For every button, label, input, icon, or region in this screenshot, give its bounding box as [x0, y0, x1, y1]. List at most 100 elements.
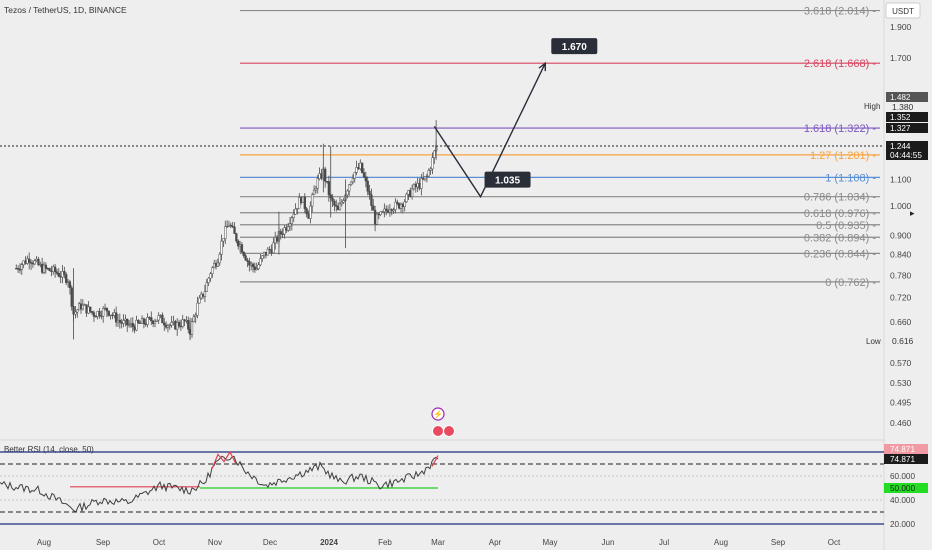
- candle-body: [288, 223, 292, 227]
- candle-body: [229, 224, 232, 227]
- candle-body: [238, 244, 242, 247]
- candle-body: [311, 194, 314, 207]
- candle-body: [386, 210, 390, 213]
- candle-body: [262, 251, 266, 257]
- candle-body: [28, 258, 31, 263]
- cursor-arrow-icon: ▸: [910, 208, 915, 218]
- candle-body: [90, 311, 94, 313]
- candle-body: [398, 203, 401, 209]
- candle-body: [399, 203, 403, 209]
- lightning-event-icon[interactable]: [431, 407, 445, 421]
- candle-body: [394, 201, 397, 210]
- candle-body: [285, 227, 288, 231]
- candle-body: [192, 316, 195, 323]
- projection-path[interactable]: 1.035 1.670: [433, 38, 598, 199]
- candle-body: [102, 308, 105, 317]
- candle-body: [312, 189, 316, 196]
- candle-body: [338, 203, 342, 211]
- fib-level-label: 1.27 (1.201) -: [810, 150, 876, 162]
- candle-body: [336, 206, 340, 211]
- candle-body: [233, 226, 236, 234]
- currency-button[interactable]: [885, 2, 921, 19]
- candle-body: [107, 310, 110, 316]
- candle-body: [251, 263, 255, 268]
- candle-body: [390, 209, 393, 212]
- candle-body: [209, 273, 212, 279]
- candle-body: [66, 281, 70, 283]
- candle-body: [139, 322, 142, 324]
- candle-body: [275, 236, 279, 242]
- candle-body: [116, 319, 120, 323]
- price-badge: [886, 150, 928, 160]
- candle-body: [250, 263, 253, 266]
- candle-body: [355, 167, 358, 173]
- rsi-tick-label: 40.000: [890, 496, 915, 505]
- candle-body: [335, 205, 338, 207]
- fib-level-label: 1.618 (1.322) -: [804, 123, 876, 135]
- candle-body: [316, 178, 319, 189]
- candle-body: [142, 318, 146, 324]
- candle-body: [433, 150, 436, 159]
- price-badge: [886, 92, 928, 102]
- price-badge: [886, 123, 928, 133]
- price-tick-label: 0.495: [890, 397, 912, 407]
- candle-body: [222, 238, 225, 242]
- candle-body: [127, 324, 131, 326]
- price-tick-label: 1.700: [890, 53, 912, 63]
- candle-body: [309, 205, 312, 219]
- candle-body: [349, 181, 353, 186]
- candle-body: [259, 258, 262, 266]
- candle-body: [412, 184, 416, 190]
- fib-level-label: 0 (0.762) -: [825, 277, 876, 289]
- candle-body: [283, 227, 286, 235]
- candle-body: [198, 297, 201, 304]
- candle-body: [18, 269, 22, 271]
- time-tick-label: Aug: [714, 538, 728, 547]
- candle-body: [57, 273, 60, 277]
- candle-body: [39, 263, 42, 266]
- price-tick-label: 0.570: [890, 358, 912, 368]
- candle-body: [270, 249, 273, 254]
- candle-body: [24, 260, 27, 264]
- candle-body: [353, 172, 356, 179]
- candle-body: [65, 274, 68, 283]
- candle-body: [131, 322, 134, 328]
- candle-body: [140, 318, 144, 324]
- rsi-title: Better RSI (14, close, 50): [4, 445, 94, 454]
- candle-body: [405, 193, 408, 203]
- time-tick-label: Dec: [263, 538, 277, 547]
- candle-body: [187, 320, 190, 330]
- rsi-overbought-segment: [211, 450, 237, 470]
- candle-body: [359, 162, 362, 170]
- candle-body: [120, 322, 123, 324]
- candle-body: [79, 303, 83, 310]
- candle-body: [63, 271, 66, 275]
- candle-body: [15, 268, 18, 270]
- dividend-event-icon[interactable]: [432, 425, 444, 437]
- projection-line[interactable]: [433, 62, 546, 199]
- candle-body: [203, 291, 207, 297]
- candle-body: [129, 322, 133, 325]
- candle-body: [364, 176, 368, 182]
- candle-body: [100, 315, 103, 317]
- time-tick-label: May: [542, 538, 557, 547]
- candle-body: [373, 210, 377, 225]
- fibonacci-levels: 3.618 (2.014) - 2.618 (1.668) - 1.618 (1.3…: [240, 6, 880, 289]
- candle-body: [87, 306, 90, 314]
- time-tick-label: 2024: [320, 538, 338, 547]
- candle-body: [166, 325, 170, 328]
- price-tick-label: 0.900: [890, 230, 912, 240]
- candle-body: [409, 190, 412, 197]
- candle-body: [26, 258, 29, 264]
- candle-body: [425, 175, 429, 178]
- candle-body: [85, 304, 88, 314]
- candle-body: [163, 322, 166, 326]
- earnings-event-icon[interactable]: [443, 425, 455, 437]
- candle-body: [320, 173, 323, 179]
- candle-body: [325, 180, 329, 183]
- symbol-title: Tezos / TetherUS, 1D, BINANCE: [4, 5, 127, 15]
- candle-body: [331, 197, 334, 202]
- candle-body: [133, 326, 136, 331]
